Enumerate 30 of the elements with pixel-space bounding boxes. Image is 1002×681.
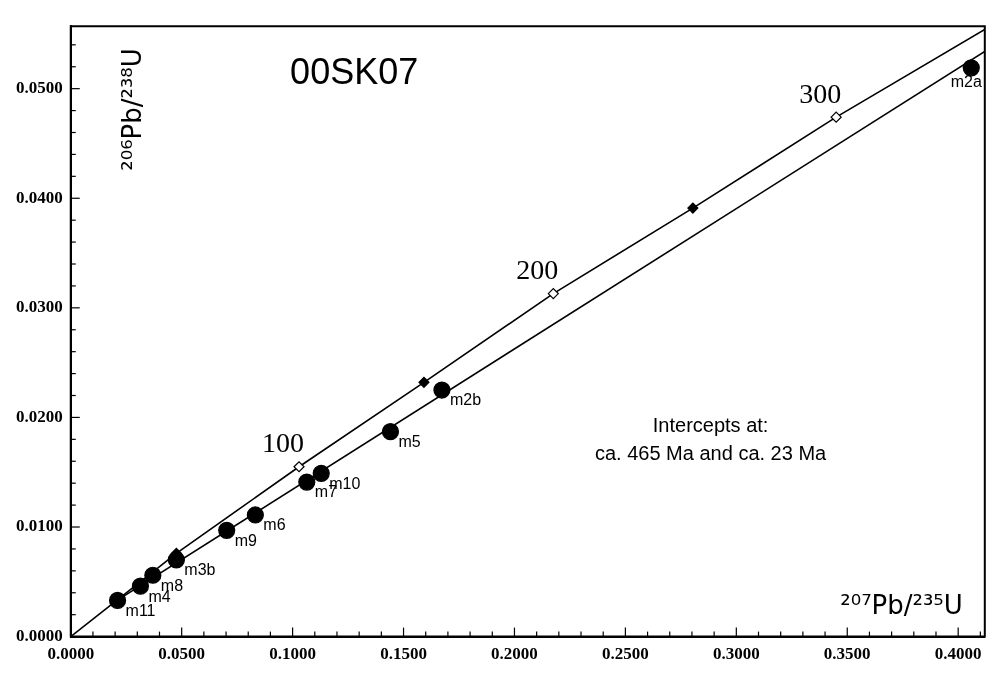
x-tick-label: 0.0000	[47, 644, 95, 664]
x-tick-label: 0.1000	[269, 644, 316, 664]
x-tick-label: 0.4000	[934, 644, 982, 664]
x-tick-label: 0.2500	[602, 644, 649, 664]
y-tick-label: 0.0400	[16, 187, 63, 207]
annotation: 300	[799, 77, 842, 109]
annotation: 100	[262, 427, 305, 459]
x-tick-label: 0.0500	[158, 644, 206, 664]
x-tick-label: 0.3000	[712, 644, 760, 664]
x-axis-title: ²⁰⁷Pb/²³⁵U	[840, 590, 963, 621]
annotation: m3b	[184, 561, 216, 579]
annotation: ca. 465 Ma and ca. 23 Ma	[594, 441, 828, 464]
annotation: m11	[125, 601, 156, 619]
annotation: m2b	[449, 391, 482, 409]
annotation: m2a	[950, 73, 982, 91]
annotation: 200	[516, 253, 559, 285]
y-tick-label: 0.0500	[16, 78, 63, 98]
y-axis-title: ²⁰⁶Pb/²³⁸U	[116, 48, 147, 171]
x-tick-label: 0.3500	[823, 644, 871, 664]
annotation: m6	[263, 516, 286, 534]
annotation: Intercepts at:	[652, 413, 769, 436]
x-tick-label: 0.1500	[380, 644, 427, 664]
y-tick-label: 0.0300	[16, 297, 63, 317]
y-tick-label: 0.0200	[16, 406, 63, 426]
y-tick-label: 0.0100	[16, 516, 63, 536]
annotation: m9	[234, 531, 258, 549]
text: 00SK07	[290, 51, 419, 93]
y-tick-label: 0.0000	[16, 625, 63, 645]
annotation: m5	[398, 433, 421, 451]
x-tick-label: 0.2000	[491, 644, 538, 664]
